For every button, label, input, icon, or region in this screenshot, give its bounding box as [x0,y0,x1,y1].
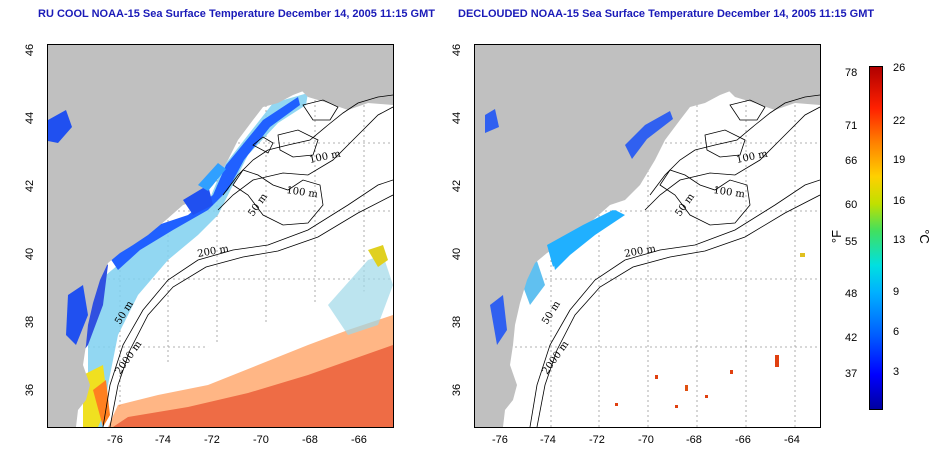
right-map-panel[interactable]: 100 m 100 m 50 m 200 m 50 m 2000 m [474,44,821,428]
right-lon-tick-4: -70 [638,434,654,446]
cb-f-tick-6: 48 [845,288,858,300]
right-lat-tick-5: 38 [451,315,464,329]
left-lon-tick-5: -68 [302,434,318,446]
cb-celsius-unit: °C [916,229,932,244]
right-contour-label-4: 200 m [624,244,658,260]
right-lat-tick-1: 46 [451,43,464,57]
left-lon-tick-4: -70 [253,434,269,446]
cb-c-tick-7: 6 [893,326,900,338]
right-lat-tick-2: 44 [451,111,464,125]
colorbar-gradient [869,66,883,410]
right-contour-label-6: 2000 m [540,339,571,377]
right-contour-label-5: 50 m [540,299,563,327]
cb-c-tick-4: 16 [893,195,906,207]
left-lon-tick-2: -74 [155,434,171,446]
cb-c-tick-3: 19 [893,154,906,166]
cb-f-tick-4: 60 [845,199,858,211]
left-lat-tick-1: 46 [24,43,37,57]
right-lon-tick-1: -76 [492,434,508,446]
left-lat-tick-4: 40 [24,247,37,261]
left-contour-label-6: 2000 m [113,339,144,377]
cb-f-tick-8: 37 [845,368,858,380]
cb-c-tick-1: 26 [893,62,906,74]
left-contour-label-4: 200 m [197,244,231,260]
left-contour-label-1: 100 m [308,148,342,165]
right-lat-tick-3: 42 [451,179,464,193]
right-map-title: DECLOUDED NOAA-15 Sea Surface Temperatur… [458,8,875,20]
cb-f-tick-3: 66 [845,155,858,167]
right-contour-label-3: 50 m [673,191,697,219]
right-inlets [485,109,673,345]
left-sst-offshore [108,245,393,427]
right-contours [529,94,820,427]
left-map-panel[interactable]: 100 m 100 m 50 m 200 m 50 m 2000 m [47,44,394,428]
right-lon-tick-7: -64 [784,434,800,446]
left-lat-tick-5: 38 [24,315,37,329]
left-lat-tick-3: 42 [24,179,37,193]
left-lon-tick-3: -72 [204,434,220,446]
cb-f-tick-1: 78 [845,67,858,79]
left-lat-tick-6: 36 [24,383,37,397]
right-map-svg: 100 m 100 m 50 m 200 m 50 m 2000 m [475,45,820,427]
left-map-svg: 100 m 100 m 50 m 200 m 50 m 2000 m [48,45,393,427]
left-contours [102,94,393,427]
cb-f-tick-5: 55 [845,236,858,248]
cb-c-tick-6: 9 [893,286,900,298]
right-lon-tick-3: -72 [589,434,605,446]
left-lon-tick-6: -66 [351,434,367,446]
cb-f-tick-7: 42 [845,332,858,344]
right-lat-tick-4: 40 [451,247,464,261]
cb-c-tick-2: 22 [893,115,906,127]
left-inlets [48,110,226,345]
cb-f-tick-2: 71 [845,120,858,132]
right-lon-tick-2: -74 [540,434,556,446]
right-land [475,45,820,427]
left-map-title: RU COOL NOAA-15 Sea Surface Temperature … [38,8,435,20]
cb-c-tick-8: 3 [893,366,900,378]
right-contour-label-1: 100 m [735,148,769,165]
left-contour-label-2: 100 m [286,185,319,200]
right-contour-label-2: 100 m [713,185,746,200]
left-land [48,45,393,427]
right-lon-tick-6: -66 [735,434,751,446]
left-contour-label-3: 50 m [246,191,270,219]
cb-c-tick-5: 13 [893,234,906,246]
right-lat-tick-6: 36 [451,383,464,397]
right-lon-tick-5: -68 [686,434,702,446]
left-lat-tick-2: 44 [24,111,37,125]
cb-fahrenheit-unit: °F [829,229,845,244]
left-lon-tick-1: -76 [107,434,123,446]
